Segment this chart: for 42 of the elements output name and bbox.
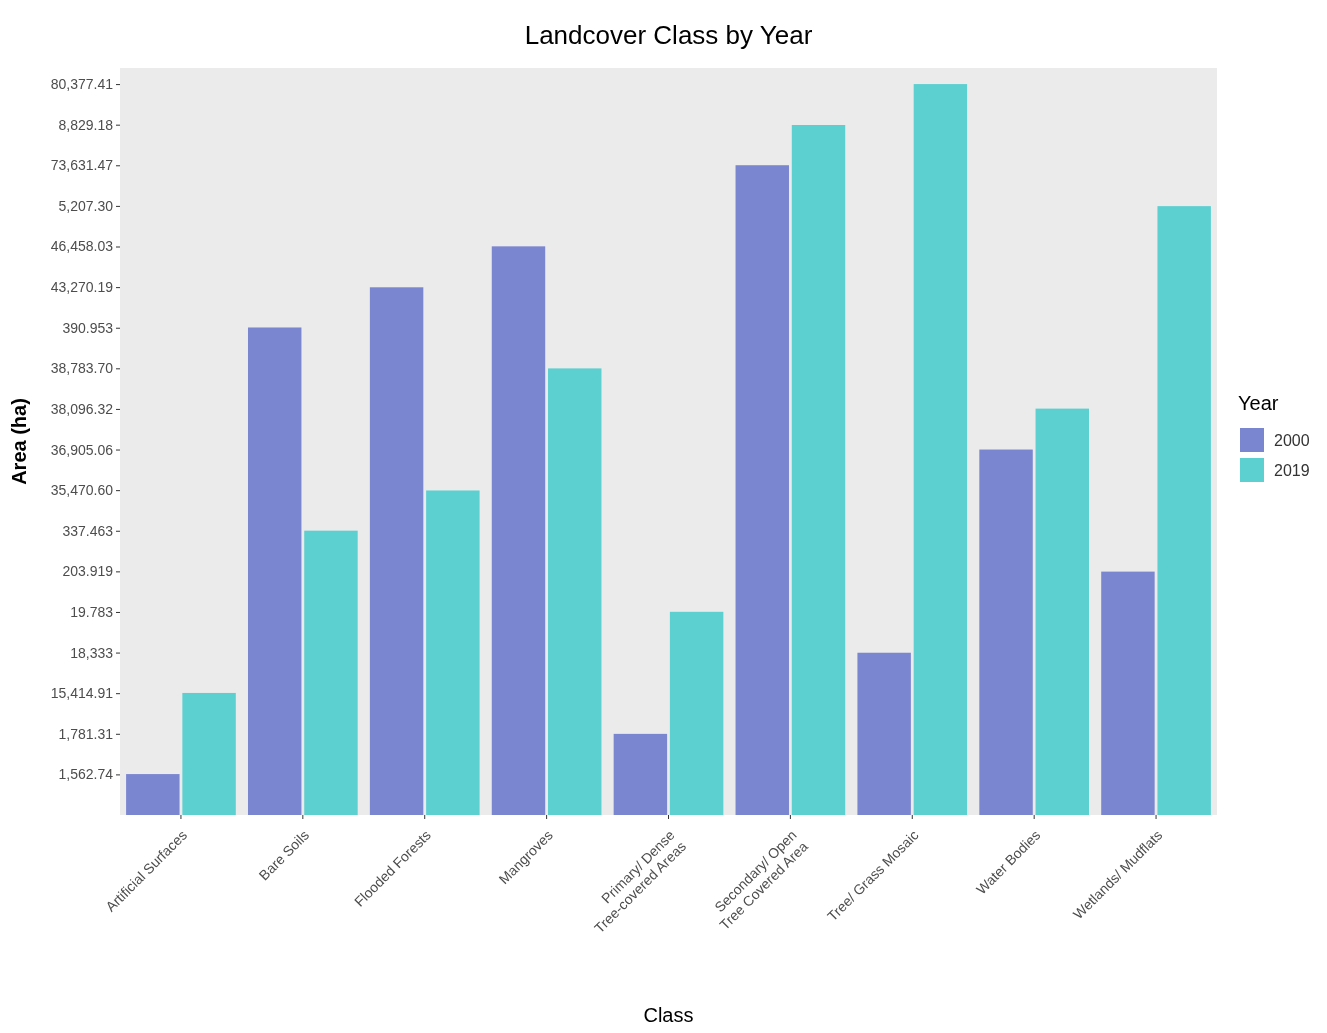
text: 38,096.32 — [50, 400, 114, 417]
bar — [913, 84, 968, 815]
bar — [304, 530, 358, 815]
bar — [791, 125, 846, 815]
text: 80,377.41 — [50, 76, 114, 93]
bar — [426, 490, 480, 815]
text: 8,829.18 — [58, 116, 114, 133]
text: 43,270.19 — [50, 279, 114, 296]
text: 1,781.31 — [58, 725, 114, 742]
bar — [182, 692, 236, 815]
text: 203.919 — [62, 563, 114, 580]
legend-label: 2000 — [1274, 432, 1310, 449]
text: 5,207.30 — [58, 197, 114, 214]
y-axis-title: Area (ha) — [8, 398, 30, 485]
text: 18,333 — [70, 644, 114, 661]
text: 1,562.74 — [58, 766, 114, 783]
bar — [669, 611, 724, 815]
text: 36,905.06 — [50, 441, 114, 458]
bar — [1157, 206, 1211, 815]
text: 35,470.60 — [50, 482, 114, 499]
bar — [491, 246, 546, 815]
bar — [126, 774, 180, 815]
bar — [979, 449, 1033, 815]
legend-title: Year — [1238, 392, 1279, 414]
bar — [857, 652, 911, 815]
bar — [247, 327, 302, 815]
bar — [548, 368, 602, 815]
legend-label: 2019 — [1274, 462, 1310, 479]
text: 73,631.47 — [50, 157, 114, 174]
text: 337.463 — [62, 522, 114, 539]
text: 390.953 — [62, 319, 114, 336]
text: 19.783 — [70, 603, 114, 620]
bar — [613, 733, 668, 815]
text: 46,458.03 — [50, 238, 114, 255]
text: 38,783.70 — [50, 360, 114, 377]
bar — [1035, 408, 1090, 815]
x-axis-title: Class — [643, 1004, 694, 1026]
text: 15,414.91 — [50, 685, 114, 702]
chart-title: Landcover Class by Year — [524, 20, 813, 50]
bar — [1101, 571, 1155, 815]
bar — [369, 287, 424, 815]
bar — [735, 165, 789, 815]
